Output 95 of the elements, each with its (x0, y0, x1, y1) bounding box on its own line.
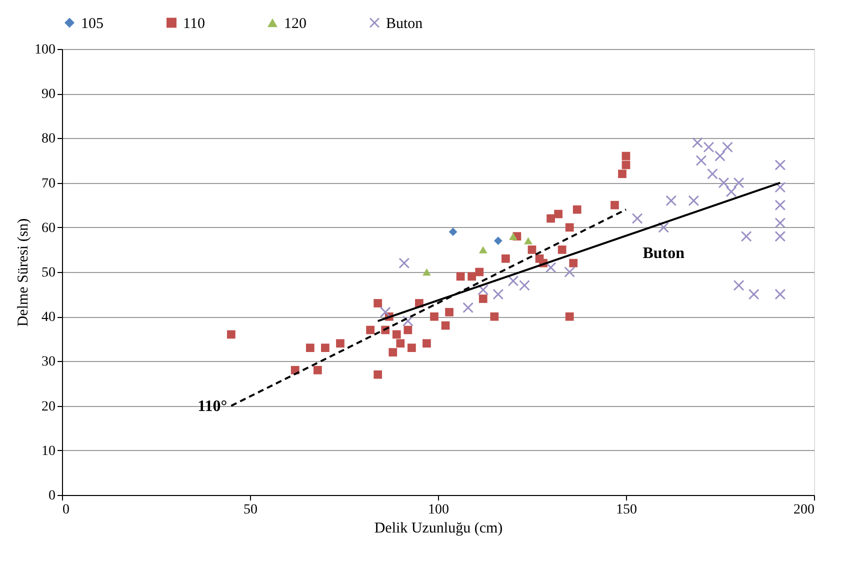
point (380, 306, 391, 318)
y-tick-label: 30 (42, 354, 56, 370)
legend-label: 105 (81, 16, 104, 32)
point (407, 344, 416, 352)
legend-label: Buton (386, 16, 424, 32)
point (388, 348, 398, 356)
y-tick-label: 20 (42, 399, 56, 414)
point (478, 284, 488, 296)
point (688, 195, 699, 206)
point (622, 152, 630, 160)
y-tick-label: 90 (42, 87, 56, 102)
x-tick-label: 150 (616, 502, 637, 518)
point (618, 170, 626, 178)
point (714, 150, 726, 162)
x-axis-title: Delik Uzunluğu (cm) (374, 520, 503, 536)
point (718, 178, 730, 188)
point (726, 186, 737, 197)
y-tick-label: 60 (42, 220, 56, 236)
point (321, 344, 330, 352)
point (448, 228, 458, 236)
point (774, 218, 786, 228)
x-tick-label: 100 (428, 502, 449, 518)
point (374, 370, 382, 379)
point (558, 246, 566, 254)
point (336, 339, 344, 348)
point (564, 266, 575, 278)
point (722, 142, 733, 152)
point (774, 231, 786, 242)
point (478, 246, 488, 254)
x-tick-label: 50 (244, 502, 258, 518)
point (398, 258, 410, 268)
point (707, 168, 718, 180)
point (392, 330, 401, 339)
point (696, 155, 706, 166)
point (774, 289, 786, 300)
legend-label: 110 (183, 16, 205, 32)
point (546, 262, 556, 273)
point (494, 236, 502, 245)
point (610, 200, 619, 210)
point (565, 223, 574, 232)
point (404, 326, 412, 334)
x-tick-label: 0 (62, 502, 70, 518)
y-tick-label: 10 (42, 444, 56, 459)
point (622, 160, 630, 170)
point (666, 195, 676, 206)
point (519, 280, 530, 291)
point (374, 299, 382, 308)
y-tick-label: 80 (42, 132, 56, 147)
point (366, 326, 375, 334)
legend-label: 120 (284, 16, 306, 32)
point (441, 321, 450, 330)
point (445, 308, 454, 316)
point (306, 344, 314, 352)
point (508, 276, 518, 286)
point (774, 160, 786, 170)
point (468, 272, 476, 281)
x-tick-label: 200 (794, 502, 814, 518)
point (492, 289, 504, 300)
y-tick-label: 100 (34, 42, 56, 58)
point (734, 280, 744, 291)
annotation: 110° (198, 398, 228, 415)
point (741, 231, 752, 242)
point (501, 254, 510, 263)
point (632, 213, 643, 224)
point (734, 178, 744, 188)
point (313, 366, 322, 374)
point (227, 330, 236, 339)
point (748, 289, 760, 300)
point (658, 222, 669, 233)
annotation: Buton (642, 244, 685, 262)
point (422, 268, 431, 276)
y-tick-label: 70 (42, 176, 56, 192)
point (528, 246, 536, 254)
point (692, 137, 703, 148)
point (554, 210, 563, 218)
point (509, 232, 518, 240)
point (430, 312, 438, 321)
y-tick-label: 40 (42, 310, 56, 326)
y-axis-title: Delme Süresi (sn) (16, 218, 32, 327)
point (565, 312, 574, 321)
point (422, 339, 431, 348)
point (774, 200, 786, 210)
point (478, 294, 488, 303)
point (524, 237, 532, 244)
point (456, 272, 465, 281)
point (569, 258, 578, 268)
point (475, 268, 484, 276)
point (396, 339, 405, 348)
point (490, 312, 499, 321)
y-tick-label: 0 (48, 488, 56, 504)
point (703, 142, 714, 152)
point (572, 205, 582, 214)
y-tick-label: 50 (42, 266, 56, 280)
point (546, 214, 555, 223)
point (462, 302, 474, 313)
